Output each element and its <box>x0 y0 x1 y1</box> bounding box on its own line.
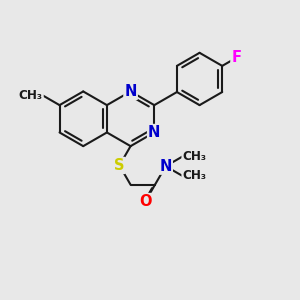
Text: N: N <box>124 84 137 99</box>
Text: CH₃: CH₃ <box>182 169 206 182</box>
Text: F: F <box>231 50 242 65</box>
Text: O: O <box>139 194 152 209</box>
Text: N: N <box>160 159 172 174</box>
Text: N: N <box>148 125 160 140</box>
Text: S: S <box>114 158 125 173</box>
Text: CH₃: CH₃ <box>182 150 206 163</box>
Text: CH₃: CH₃ <box>19 89 43 102</box>
